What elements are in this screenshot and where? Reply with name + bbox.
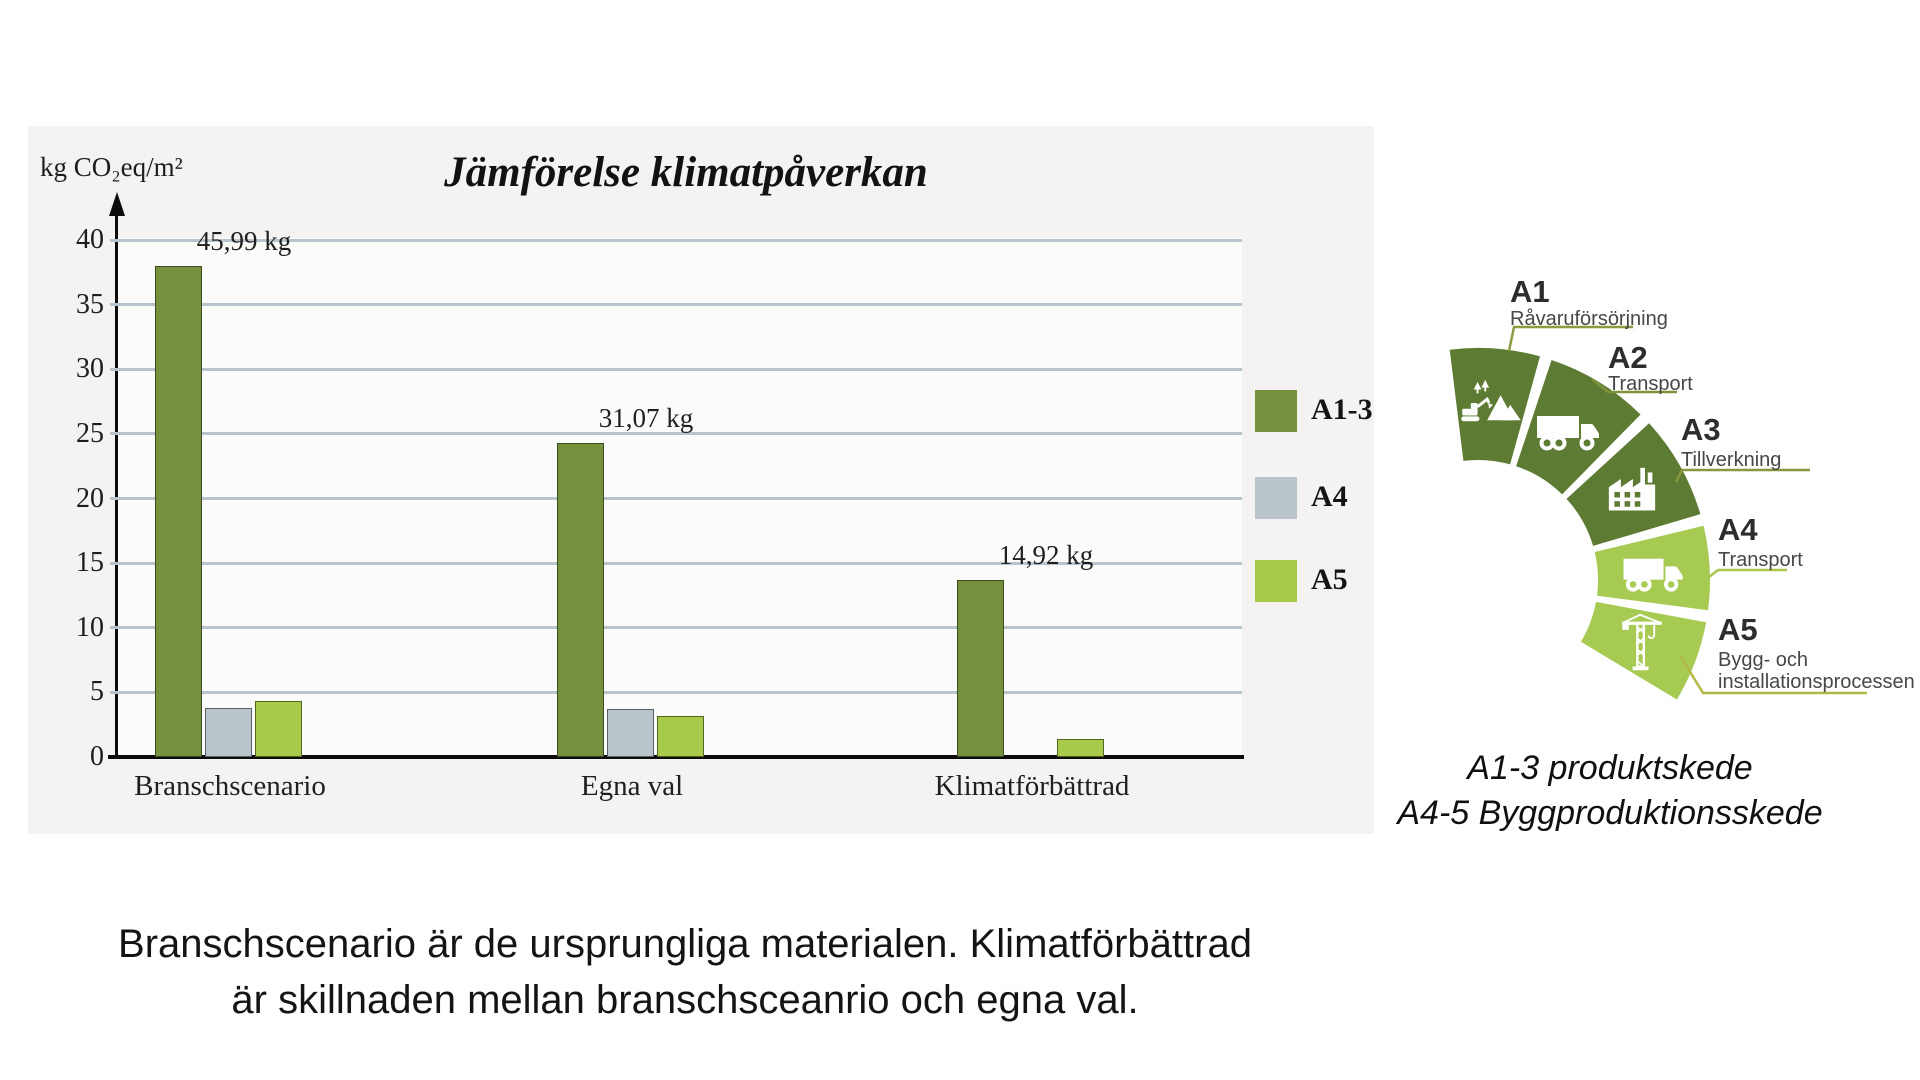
stage-label-a5: Bygg- och installationsprocessen: [1718, 649, 1915, 693]
legend-label-a4: A4: [1311, 480, 1348, 513]
stage-id-a2: A2: [1608, 340, 1648, 375]
y-tick-label-10: 10: [76, 611, 104, 643]
y-tick-label-30: 30: [76, 353, 104, 385]
gridline-35: [110, 303, 1242, 307]
excavator-forest-icon: [1461, 379, 1521, 422]
bar-a5-branschscenario: [255, 701, 302, 757]
gridline-25: [110, 432, 1242, 436]
legend-item-a4: A4: [1255, 477, 1415, 519]
bar-a5-klimatförbättrad: [1057, 739, 1104, 757]
climate-chart-panel: Jämförelse klimatpåverkan kg CO₂eq/m² 0 5…: [28, 126, 1374, 834]
legend-label-a1-3: A1-3: [1311, 393, 1373, 426]
diagram-caption-line1: A1-3 produktskede: [1467, 749, 1753, 787]
footer-caption: Branschscenario är de ursprungliga mater…: [40, 916, 1330, 1028]
gridline-5: [110, 690, 1242, 694]
stage-segment-a3: [1566, 423, 1701, 546]
legend-swatch-a4: [1255, 477, 1297, 519]
gridline-20: [110, 497, 1242, 501]
gridline-15: [110, 561, 1242, 565]
bar-total-label: 31,07 kg: [598, 403, 694, 433]
bar-a4-branschscenario: [205, 708, 252, 757]
footer-caption-line2: är skillnaden mellan branschsceanrio och…: [231, 978, 1139, 1022]
y-tick-label-0: 0: [90, 741, 104, 772]
y-tick-label-35: 35: [76, 288, 104, 320]
bar-a1-3-klimatförbättrad: [957, 580, 1004, 757]
y-tick-label-5: 5: [90, 676, 104, 708]
category-label-egna-val: Egna val: [580, 770, 684, 802]
bar-a4-egna-val: [607, 709, 654, 757]
stage-id-a4: A4: [1718, 512, 1758, 547]
leader-line-a4: [1708, 568, 1787, 578]
x-axis-line: [108, 755, 1244, 759]
footer-caption-line1: Branschscenario är de ursprungliga mater…: [118, 922, 1252, 966]
truck-icon: [1537, 416, 1599, 451]
diagram-caption: A1-3 produktskede A4-5 Byggproduktionssk…: [1390, 746, 1830, 836]
gridline-30: [110, 367, 1242, 371]
chart-title: Jämförelse klimatpåverkan: [444, 149, 928, 196]
leader-line-a1: [1507, 325, 1633, 352]
leader-line-a5: [1679, 656, 1867, 695]
stage-label-a1: Råvaruförsörjning: [1510, 308, 1668, 330]
legend-swatch-a1-3: [1255, 390, 1297, 432]
tower-crane-icon: [1621, 613, 1663, 671]
y-axis-line: [115, 212, 118, 757]
y-tick-label-40: 40: [76, 224, 104, 256]
leader-line-a3: [1674, 468, 1810, 483]
legend-item-a5: A5: [1255, 560, 1415, 602]
bar-total-label: 14,92 kg: [998, 540, 1094, 570]
lifecycle-diagram: A1 Råvaruförsörjning A2 Transport A3 Til…: [1430, 260, 1920, 730]
y-tick-label-25: 25: [76, 417, 104, 449]
gridline-40: [110, 238, 1242, 242]
stage-id-a3: A3: [1681, 412, 1721, 447]
stage-label-a2: Transport: [1608, 373, 1693, 395]
bar-a1-3-branschscenario: [155, 266, 202, 757]
category-label-branschscenario: Branschscenario: [134, 770, 326, 802]
y-tick-label-20: 20: [76, 482, 104, 514]
bar-total-label: 45,99 kg: [196, 226, 292, 256]
factory-icon: [1608, 467, 1656, 511]
stage-label-a3: Tillverkning: [1681, 449, 1782, 471]
gridline-10: [110, 626, 1242, 630]
bar-a5-egna-val: [657, 716, 704, 757]
stage-id-a1: A1: [1510, 274, 1550, 309]
bar-a1-3-egna-val: [557, 443, 604, 757]
stage-id-a5: A5: [1718, 612, 1758, 647]
diagram-caption-line2: A4-5 Byggproduktionsskede: [1397, 794, 1823, 832]
legend-item-a1-3: A1-3: [1255, 390, 1415, 432]
legend-label-a5: A5: [1311, 563, 1348, 596]
y-tick-label-15: 15: [76, 547, 104, 579]
leader-line-a2: [1591, 378, 1677, 394]
y-axis-arrow-icon: [109, 192, 125, 216]
legend-swatch-a5: [1255, 560, 1297, 602]
truck-icon: [1623, 558, 1683, 592]
stage-label-a4: Transport: [1718, 549, 1803, 571]
category-label-klimatförbättrad: Klimatförbättrad: [934, 770, 1130, 802]
y-axis-unit-label: kg CO₂eq/m²: [40, 152, 183, 182]
